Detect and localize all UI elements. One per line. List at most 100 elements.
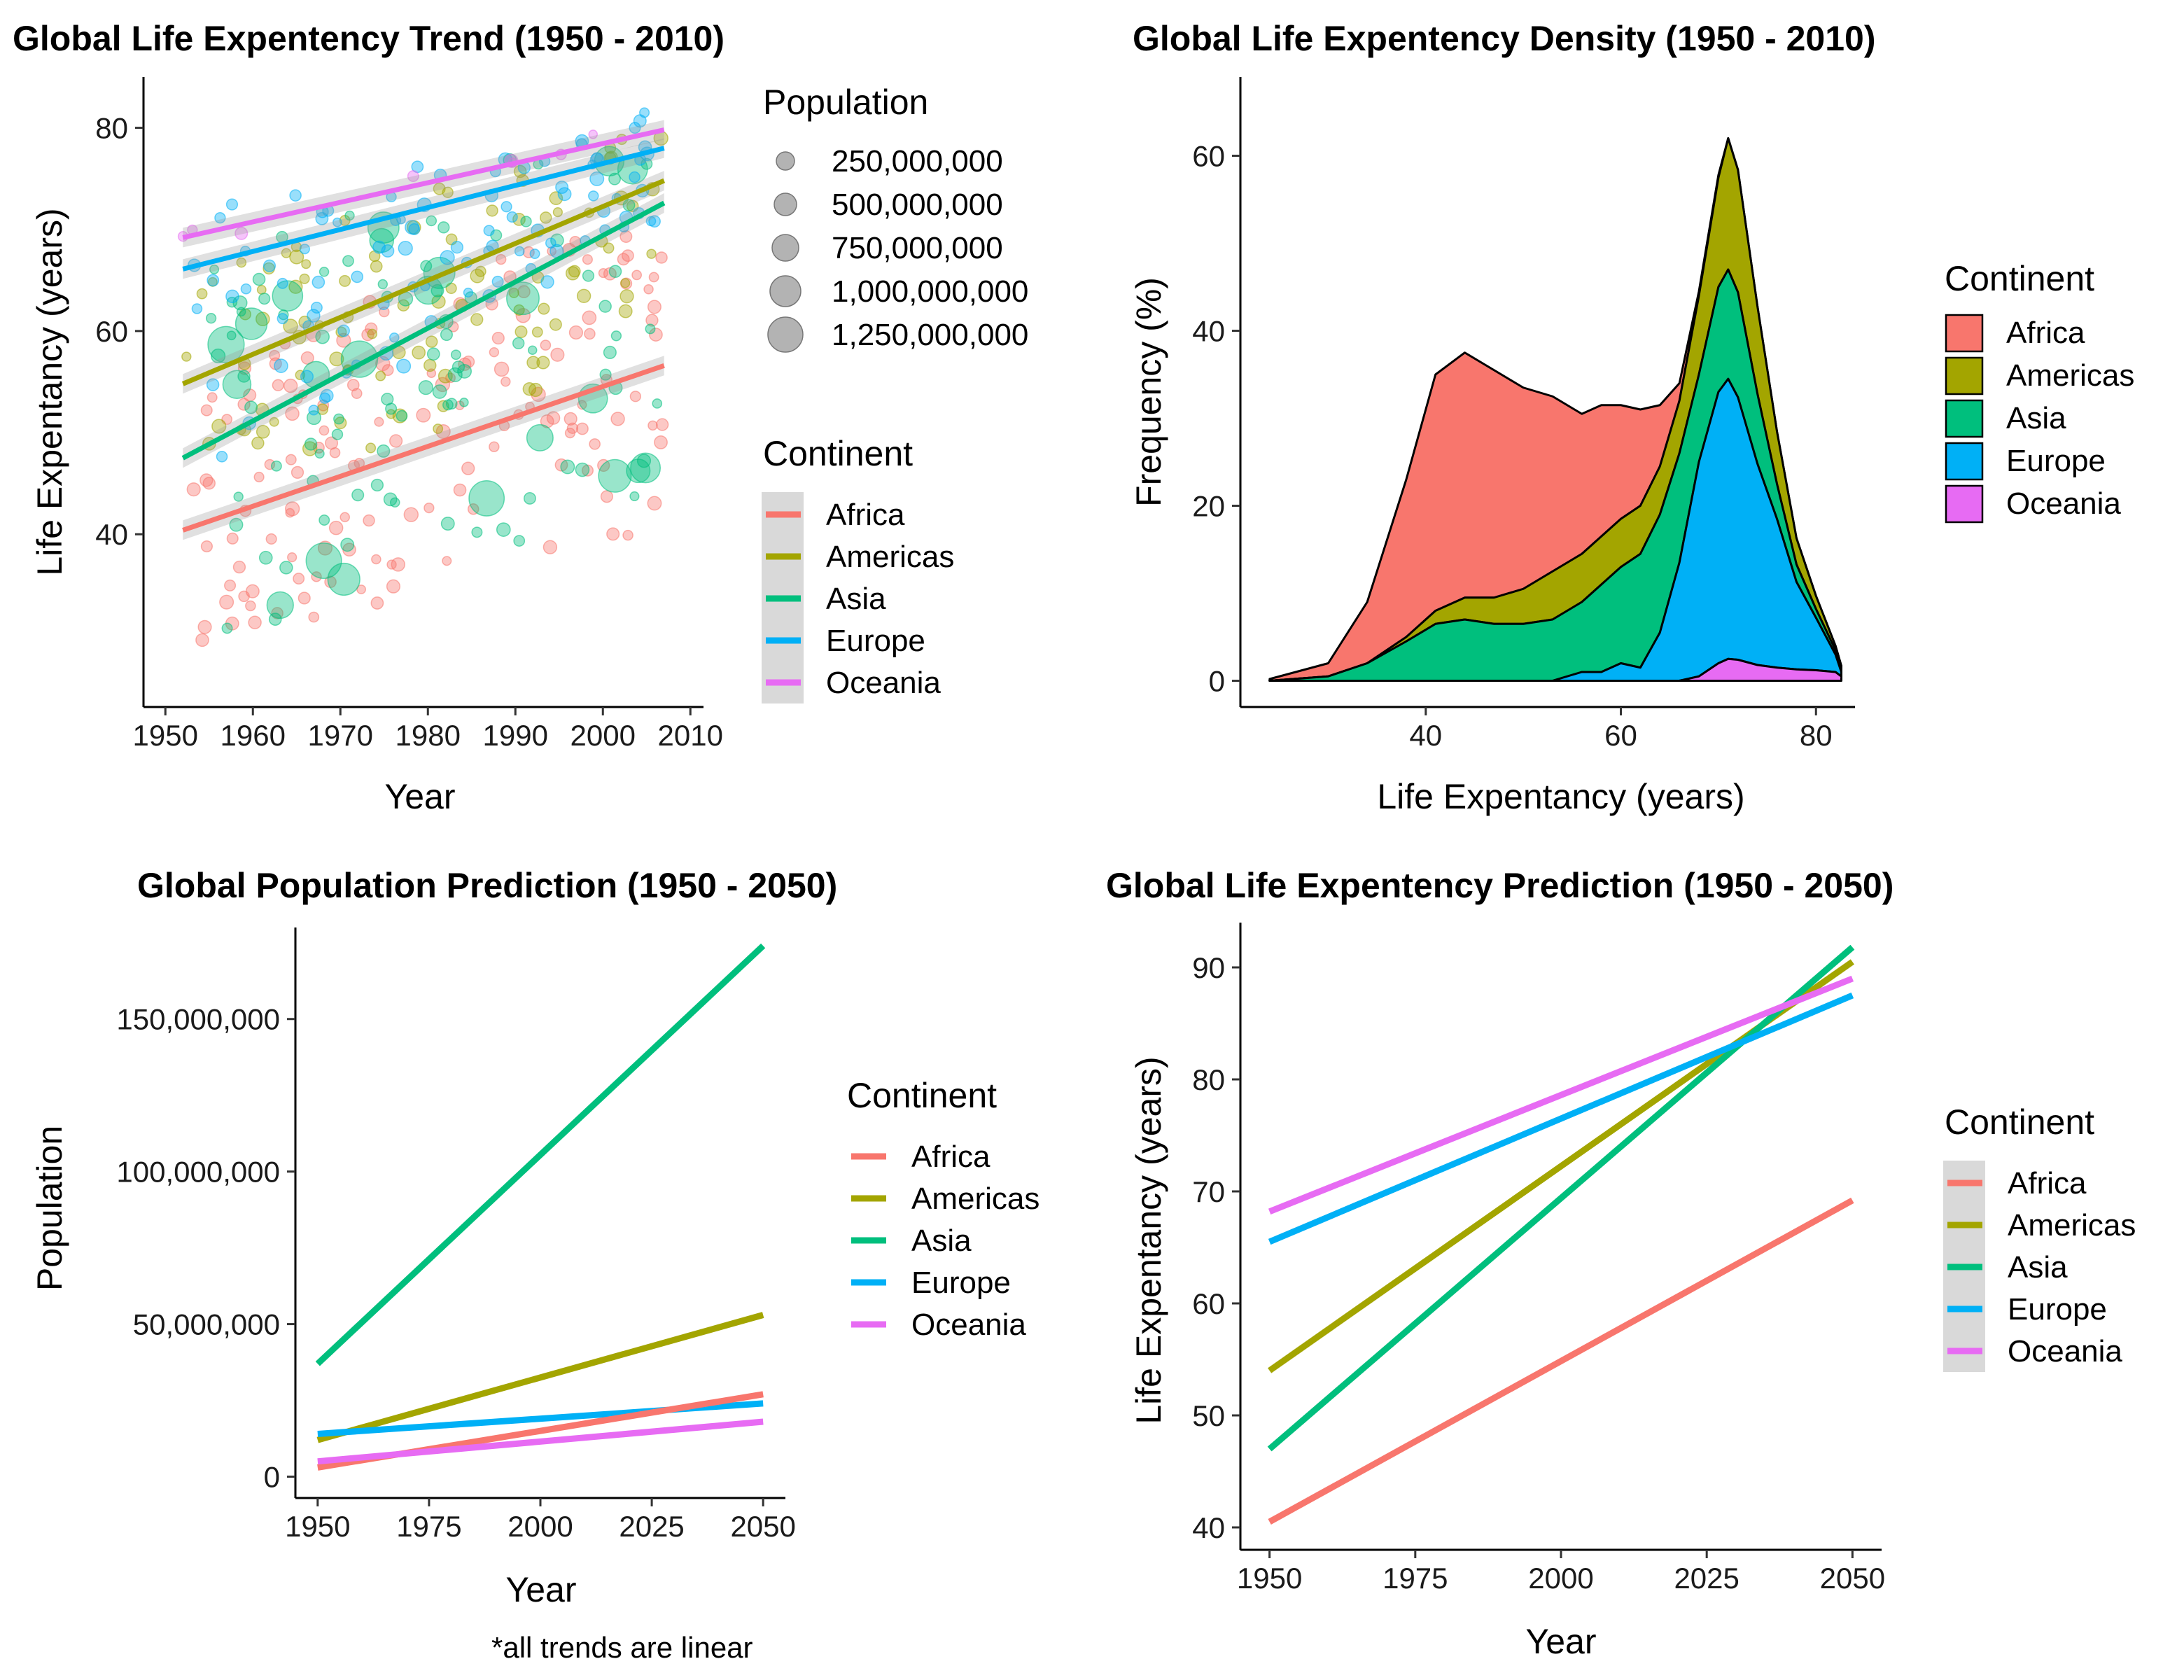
trend-point-africa	[582, 310, 597, 326]
trend-point-africa	[386, 559, 397, 570]
life-pred-title: Global Life Expentency Prediction (1950 …	[1106, 866, 1893, 905]
linear-trend-note: *all trends are linear	[491, 1631, 753, 1664]
trend-point-asia	[207, 326, 245, 363]
trend-point-americas	[269, 416, 279, 427]
trend-legend-label-africa: Africa	[826, 498, 905, 532]
trend-point-asia	[351, 489, 365, 502]
trend-point-europe	[318, 392, 331, 404]
trend-point-asia	[450, 349, 461, 360]
trend-point-asia	[496, 522, 511, 537]
trend-point-europe	[557, 187, 572, 202]
trend-point-asia	[459, 398, 469, 407]
trend-point-africa	[610, 412, 625, 426]
life-pred-y-label: Life Expentancy (years)	[1129, 1056, 1168, 1424]
trend-point-americas	[603, 242, 615, 254]
trend-point-africa	[293, 573, 305, 585]
trend-point-africa	[631, 270, 643, 281]
trend-point-asia	[305, 542, 342, 580]
trend-point-asia	[520, 216, 532, 227]
trend-point-africa	[540, 414, 554, 428]
trend-point-asia	[396, 410, 408, 422]
trend-point-africa	[285, 501, 300, 517]
trend-point-europe	[589, 171, 605, 186]
life-pred-legend-title: Continent	[1945, 1102, 2094, 1142]
trend-point-asia	[327, 562, 360, 596]
trend-point-africa	[515, 308, 531, 323]
panel-life-expectancy-density: Global Life Expentency Density (1950 - 2…	[1129, 19, 2134, 816]
trend-point-africa	[346, 379, 360, 391]
density-x-tick-label: 80	[1800, 719, 1833, 752]
trend-point-asia	[608, 265, 622, 279]
trend-point-africa	[617, 253, 630, 266]
trend-point-africa	[219, 594, 234, 610]
life-pred-line-oceania	[1268, 975, 1854, 1214]
trend-point-asia	[440, 517, 455, 531]
trend-point-africa	[269, 349, 281, 361]
trend-point-africa	[356, 584, 367, 594]
trend-point-europe	[299, 244, 310, 255]
trend-x-tick-label: 1970	[308, 719, 373, 752]
trend-point-africa	[287, 552, 298, 563]
trend-point-asia	[432, 384, 447, 399]
trend-point-africa	[489, 441, 500, 452]
trend-point-americas	[375, 370, 386, 382]
trend-legend-label-europe: Europe	[826, 624, 925, 658]
pop-pred-continent-legend: Continent Africa Americas Asia Europe Oceani…	[847, 1076, 1040, 1342]
life-pred-legend-label-americas: Americas	[2008, 1208, 2136, 1242]
trend-point-africa	[264, 458, 276, 470]
trend-point-americas	[486, 204, 498, 217]
trend-point-asia	[222, 370, 252, 400]
trend-x-tick-label: 2010	[658, 719, 723, 752]
density-legend-key-americas	[1945, 356, 1984, 396]
trend-x-tick-label: 1980	[396, 719, 461, 752]
trend-point-asia	[304, 438, 318, 451]
trend-point-europe	[629, 171, 640, 183]
trend-point-asia	[513, 535, 526, 547]
trend-fit-line-asia	[181, 200, 666, 461]
trend-point-africa	[645, 314, 659, 327]
trend-point-europe	[629, 122, 641, 134]
trend-point-africa	[248, 615, 262, 629]
trend-point-oceania	[407, 170, 419, 183]
trend-point-africa	[290, 465, 304, 479]
trend-legend-title: Continent	[763, 434, 913, 473]
trend-point-africa	[522, 246, 535, 258]
trend-point-africa	[253, 471, 265, 483]
trend-point-europe	[396, 358, 412, 374]
pop-pred-x-tick-label: 1975	[396, 1510, 461, 1543]
trend-point-europe	[289, 189, 302, 202]
trend-continent-legend: Continent Africa Americas Asia Europe Oceani…	[762, 434, 954, 704]
trend-y-tick-label: 40	[95, 518, 128, 551]
trend-point-asia	[318, 267, 330, 277]
trend-point-africa	[500, 377, 511, 387]
trend-point-africa	[403, 507, 419, 522]
trend-point-africa	[328, 520, 344, 536]
trend-point-europe	[351, 270, 364, 284]
panel-population-prediction: Global Population Prediction (1950 - 205…	[30, 866, 1040, 1664]
density-legend-key-asia	[1945, 399, 1984, 438]
trend-point-africa	[317, 540, 333, 556]
trend-point-africa	[200, 540, 214, 553]
trend-point-asia	[626, 458, 651, 484]
density-legend-label-americas: Americas	[2006, 358, 2134, 393]
trend-point-asia	[451, 360, 465, 374]
trend-point-africa	[620, 230, 633, 243]
trend-point-asia	[385, 402, 398, 415]
trend-legend-label-americas: Americas	[826, 540, 954, 574]
trend-point-africa	[582, 254, 593, 265]
trend-point-asia	[205, 313, 217, 324]
trend-point-europe	[276, 313, 288, 325]
trend-point-asia	[370, 478, 384, 492]
trend-point-europe	[500, 201, 512, 213]
trend-point-americas	[255, 424, 270, 439]
trend-point-europe	[312, 275, 326, 289]
trend-point-oceania	[588, 130, 598, 139]
trend-point-asia	[244, 400, 258, 414]
size-legend-title: Population	[763, 83, 928, 122]
life-pred-x-tick-label: 2000	[1528, 1562, 1593, 1595]
panel-life-expectancy-trend: Global Life Expentency Trend (1950 - 201…	[13, 19, 1028, 816]
pop-pred-plot-area: 1950 1975 2000 2025 2050 0 50,000,000 100,000,0…	[116, 927, 796, 1543]
trend-point-europe	[648, 215, 661, 228]
trend-point-europe	[381, 244, 395, 258]
density-y-tick-label: 0	[1209, 665, 1225, 698]
